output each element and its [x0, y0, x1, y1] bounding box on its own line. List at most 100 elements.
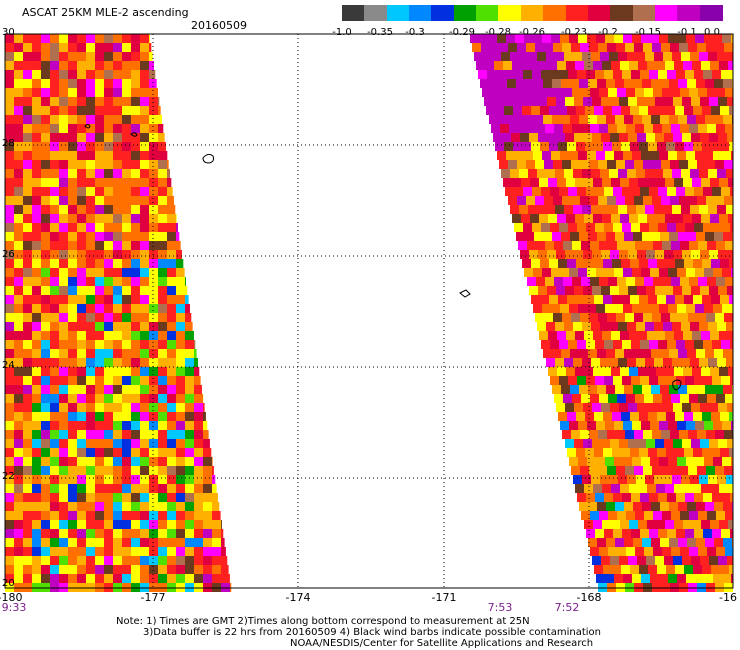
swath-cell: [95, 259, 104, 268]
swath-cell: [68, 241, 77, 250]
swath-cell: [167, 457, 176, 466]
swath-cell: [203, 466, 212, 475]
swath-cell: [140, 340, 149, 349]
swath-cell: [185, 295, 189, 304]
swath-cell: [77, 124, 86, 133]
swath-cell: [720, 565, 729, 574]
swath-cell: [194, 376, 201, 385]
swath-cell: [95, 160, 104, 169]
swath-cell: [695, 34, 704, 43]
swath-cell: [149, 385, 158, 394]
swath-cell: [486, 106, 495, 115]
swath-cell: [167, 250, 176, 259]
swath-cell: [674, 178, 683, 187]
swath-cell: [41, 196, 50, 205]
swath-cell: [59, 511, 68, 520]
swath-cell: [561, 232, 570, 241]
swath-cell: [594, 295, 603, 304]
swath-cell: [628, 133, 637, 142]
swath-cell: [14, 403, 23, 412]
swath-cell: [59, 529, 68, 538]
swath-cell: [14, 52, 23, 61]
swath-cell: [654, 169, 663, 178]
swath-cell: [113, 349, 122, 358]
swath-cell: [5, 61, 14, 70]
swath-cell: [683, 178, 692, 187]
swath-cell: [713, 268, 722, 277]
swath-cell: [635, 277, 644, 286]
swath-cell: [599, 88, 608, 97]
swath-cell: [158, 457, 167, 466]
swath-cell: [591, 52, 600, 61]
swath-cell: [717, 322, 726, 331]
swath-cell: [59, 79, 68, 88]
swath-cell: [104, 331, 113, 340]
swath-cell: [131, 565, 140, 574]
swath-cell: [639, 448, 648, 457]
swath-cell: [679, 160, 688, 169]
swath-cell: [32, 268, 41, 277]
swath-cell: [140, 115, 149, 124]
swath-cell: [651, 385, 660, 394]
swath-cell: [86, 295, 95, 304]
swath-cell: [526, 160, 535, 169]
swath-cell: [528, 169, 537, 178]
swath-cell: [131, 448, 140, 457]
swath-cell: [50, 529, 59, 538]
swath-cell: [712, 70, 721, 79]
swath-cell: [149, 115, 158, 124]
swath-cell: [707, 241, 716, 250]
swath-cell: [566, 367, 575, 376]
swath-cell: [550, 376, 559, 385]
swath-cell: [709, 133, 718, 142]
swath-cell: [627, 475, 636, 484]
swath-cell: [32, 466, 41, 475]
swath-cell: [68, 187, 77, 196]
swath-cell: [516, 79, 525, 88]
swath-cell: [508, 43, 517, 52]
swath-cell: [122, 394, 131, 403]
swath-cell: [203, 475, 212, 484]
swath-cell: [568, 187, 577, 196]
swath-cell: [549, 295, 558, 304]
swath-cell: [86, 475, 95, 484]
swath-cell: [611, 331, 620, 340]
swath-cell: [95, 484, 104, 493]
swath-cell: [569, 34, 578, 43]
swath-cell: [714, 232, 723, 241]
swath-cell: [86, 340, 95, 349]
swath-cell: [50, 349, 59, 358]
swath-cell: [95, 223, 104, 232]
swath-cell: [68, 529, 77, 538]
swath-cell: [540, 142, 549, 151]
swath-cell: [667, 376, 676, 385]
swath-cell: [727, 286, 733, 295]
swath-cell: [697, 43, 706, 52]
swath-cell: [650, 151, 659, 160]
swath-cell: [583, 133, 592, 142]
swath-cell: [622, 223, 631, 232]
swath-cell: [649, 70, 658, 79]
swath-cell: [23, 61, 32, 70]
swath-cell: [131, 232, 140, 241]
swath-cell: [629, 520, 638, 529]
swath-cell: [638, 484, 647, 493]
swath-cell: [636, 358, 645, 367]
swath-cell: [32, 457, 41, 466]
swath-cell: [113, 520, 122, 529]
swath-cell: [41, 475, 50, 484]
swath-cell: [5, 106, 14, 115]
swath-cell: [122, 439, 131, 448]
swath-cell: [534, 232, 543, 241]
swath-cell: [651, 232, 660, 241]
swath-cell: [656, 367, 665, 376]
legend-swatch: [498, 5, 522, 21]
swath-cell: [580, 160, 589, 169]
swath-cell: [625, 196, 634, 205]
swath-cell: [600, 169, 609, 178]
swath-cell: [638, 520, 647, 529]
swath-cell: [623, 151, 632, 160]
swath-cell: [185, 430, 194, 439]
swath-cell: [652, 313, 661, 322]
swath-cell: [212, 574, 221, 583]
